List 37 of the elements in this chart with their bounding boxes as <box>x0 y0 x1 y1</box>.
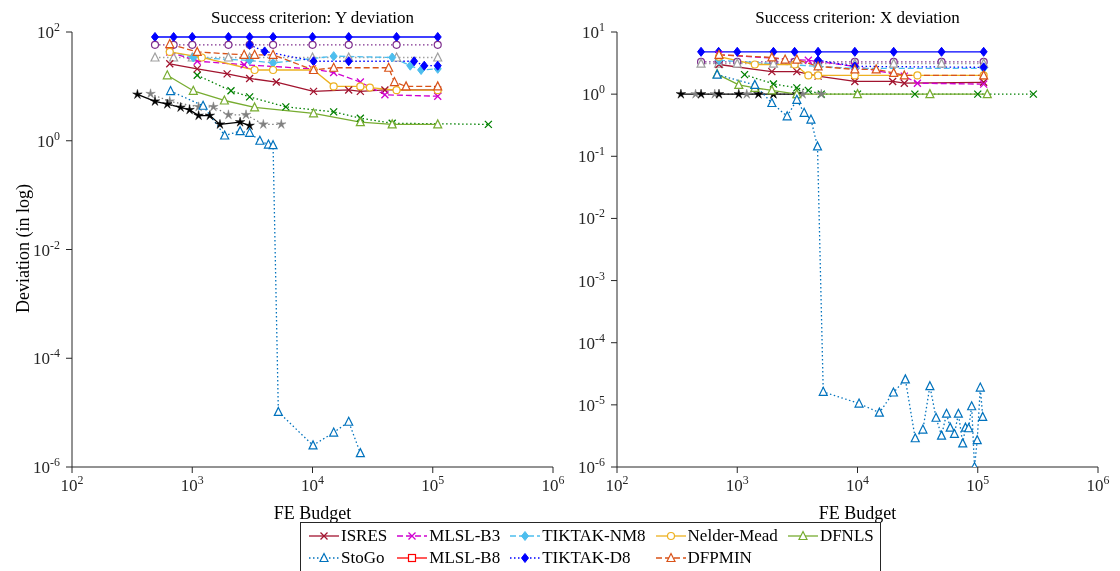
y-tick-label: 10$^{-3}$ <box>578 268 606 291</box>
legend-label: Nelder-Mead <box>687 525 778 547</box>
chart-title: Success criterion: Y deviation <box>209 8 416 28</box>
chart-title: Success criterion: X deviation <box>754 8 961 28</box>
x-tick-label: 10$^{4}$ <box>846 473 870 495</box>
x-tick-label: 10$^{3}$ <box>180 473 204 495</box>
legend-label: StoGo <box>341 547 385 569</box>
y-tick-label: 10$^{-6}$ <box>578 455 606 477</box>
legend-label: DFPMIN <box>687 547 752 569</box>
y-tick-label: 10$^{-1}$ <box>578 144 606 167</box>
x-tick-label: 10$^{5}$ <box>966 473 990 495</box>
y-tick-label: 10$^{-5}$ <box>578 392 606 415</box>
y-tick-label: 10$^{1}$ <box>582 20 606 42</box>
y-tick-label: 10$^{0}$ <box>37 128 61 151</box>
x-tick-label: 10$^{3}$ <box>725 473 749 495</box>
y-tick-label: 10$^{2}$ <box>37 20 61 42</box>
y-tick-label: 10$^{-2}$ <box>33 237 61 260</box>
legend-label: TIKTAK-NM8 <box>542 525 646 547</box>
y-tick-label: 10$^{-6}$ <box>33 455 61 477</box>
legend-label: DFNLS <box>819 525 874 547</box>
y-tick-label: 10$^{-4}$ <box>578 330 606 353</box>
x-tick-label: 10$^{5}$ <box>421 473 445 495</box>
legend-label: MLSL-B3 <box>429 525 501 547</box>
x-tick-label: 10$^{2}$ <box>60 473 84 495</box>
legend-label: MLSL-B8 <box>429 547 501 569</box>
legend-label: TIKTAK-D8 <box>542 547 631 569</box>
y-tick-label: 10$^{-2}$ <box>578 206 606 229</box>
x-axis-title: FE Budget <box>272 503 353 524</box>
x-tick-label: 10$^{6}$ <box>541 473 565 495</box>
y-tick-label: 10$^{0}$ <box>582 82 606 105</box>
x-tick-label: 10$^{2}$ <box>605 473 629 495</box>
legend-label: ISRES <box>341 525 388 547</box>
y-tick-label: 10$^{-4}$ <box>33 346 61 369</box>
y-axis-title: Deviation (in log) <box>12 183 34 315</box>
x-tick-label: 10$^{6}$ <box>1086 473 1110 495</box>
x-axis-title: FE Budget <box>817 503 898 524</box>
x-tick-label: 10$^{4}$ <box>301 473 325 495</box>
